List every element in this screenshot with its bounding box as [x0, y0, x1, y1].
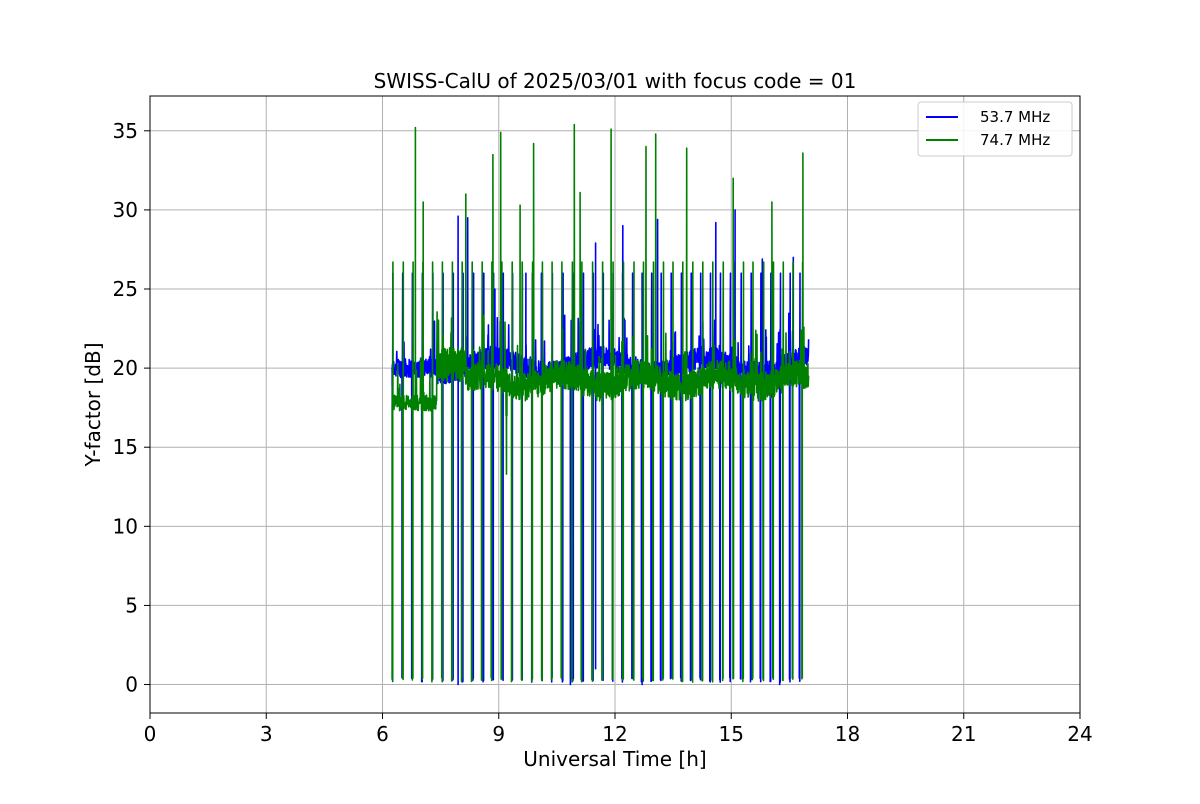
y-axis-label: Y-factor [dB]: [81, 342, 105, 467]
legend-label: 74.7 MHz: [980, 131, 1050, 149]
series-layer: [391, 123, 810, 686]
x-tick-label: 18: [835, 722, 860, 746]
y-tick-label: 0: [125, 673, 138, 697]
ticks: 0 3 6 9 12 15 18 21 24 0 5 10 15 20 25 30 35: [113, 119, 1093, 746]
y-tick-label: 15: [113, 435, 138, 459]
y-tick-label: 35: [113, 119, 138, 143]
x-tick-label: 9: [492, 722, 505, 746]
y-tick-label: 25: [113, 277, 138, 301]
x-tick-label: 21: [951, 722, 976, 746]
x-tick-label: 12: [602, 722, 627, 746]
chart-title: SWISS-CalU of 2025/03/01 with focus code…: [374, 69, 857, 93]
x-axis-label: Universal Time [h]: [523, 747, 706, 771]
y-tick-label: 5: [125, 593, 138, 617]
x-tick-label: 3: [260, 722, 273, 746]
legend: 53.7 MHz 74.7 MHz: [917, 101, 1073, 157]
series-line-74-7-mhz: [391, 123, 810, 683]
x-tick-label: 24: [1067, 722, 1092, 746]
legend-label: 53.7 MHz: [980, 108, 1050, 126]
x-tick-label: 0: [144, 722, 157, 746]
y-tick-label: 30: [113, 198, 138, 222]
y-tick-label: 20: [113, 356, 138, 380]
legend-box: [917, 101, 1073, 157]
y-tick-label: 10: [113, 514, 138, 538]
x-tick-label: 15: [719, 722, 744, 746]
x-tick-label: 6: [376, 722, 389, 746]
